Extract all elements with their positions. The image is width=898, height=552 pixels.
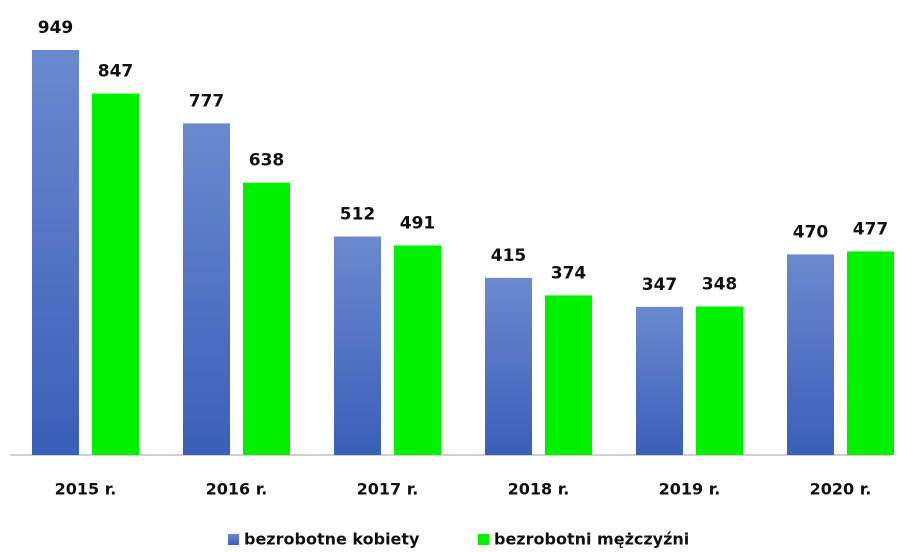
legend-swatch	[478, 534, 489, 545]
legend-label: bezrobotni mężczyźni	[494, 530, 689, 549]
x-tick-label: 2020 r.	[810, 480, 872, 499]
bar	[243, 182, 290, 455]
x-tick-label: 2018 r.	[508, 480, 570, 499]
data-label: 491	[400, 213, 436, 233]
data-label: 777	[189, 91, 225, 111]
data-label: 470	[793, 222, 829, 242]
data-label: 347	[642, 275, 678, 295]
bar	[545, 295, 592, 455]
bar	[32, 50, 79, 455]
bar	[696, 306, 743, 455]
bar	[485, 277, 532, 455]
bar	[636, 306, 683, 455]
data-label: 415	[491, 246, 527, 266]
data-label: 348	[702, 274, 738, 294]
data-label: 949	[38, 18, 74, 38]
bar	[183, 123, 230, 456]
legend-swatch	[228, 534, 239, 545]
x-tick-label: 2019 r.	[659, 480, 721, 499]
bar	[394, 245, 441, 455]
data-label: 477	[853, 219, 889, 239]
bar	[847, 251, 894, 455]
bar	[787, 254, 834, 455]
x-tick-label: 2015 r.	[55, 480, 117, 499]
data-label: 374	[551, 263, 587, 283]
data-label: 847	[98, 62, 134, 82]
legend-label: bezrobotne kobiety	[244, 530, 420, 549]
data-label: 638	[249, 151, 285, 171]
data-label: 512	[340, 204, 376, 224]
x-tick-label: 2017 r.	[357, 480, 419, 499]
bar	[92, 93, 139, 455]
bar	[334, 236, 381, 455]
x-tick-label: 2016 r.	[206, 480, 268, 499]
